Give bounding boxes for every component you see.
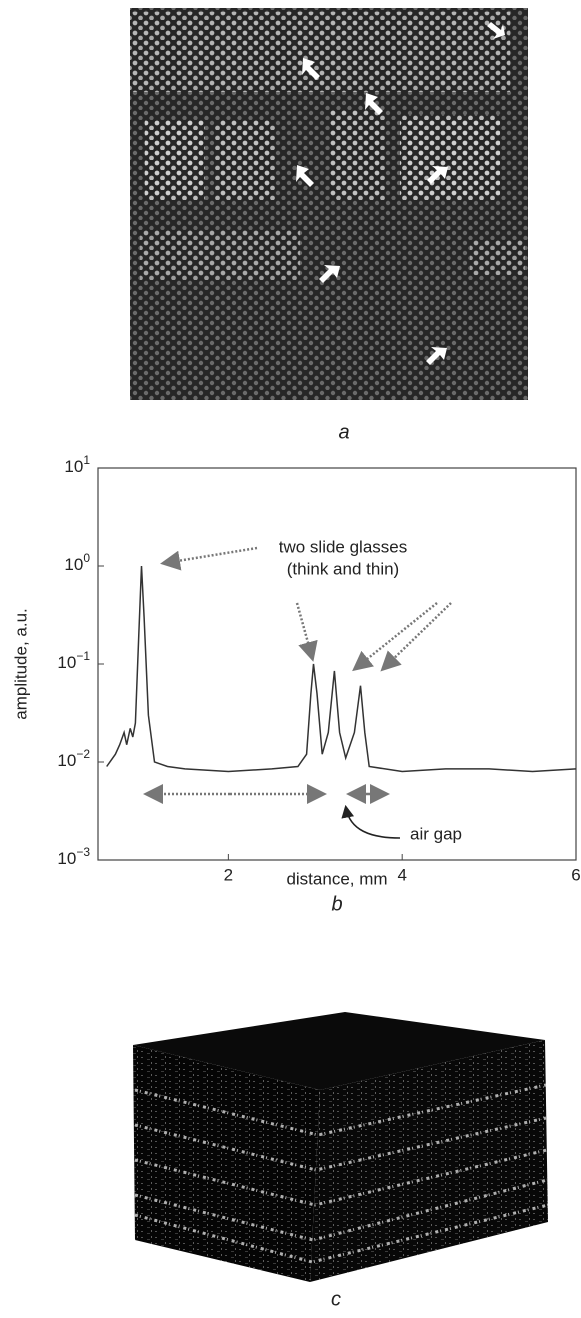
- y-tick-label: 10−1: [57, 649, 90, 672]
- annotation-arrows: [143, 546, 452, 804]
- y-tick-label: 10−2: [57, 747, 90, 770]
- x-tick-label: 6: [571, 865, 580, 884]
- line-chart: two slide glasses (think and thin) air g…: [11, 453, 580, 888]
- annotation: two slide glasses: [279, 537, 408, 556]
- panel-a-image: [130, 8, 528, 400]
- air-gap-arrow: [341, 804, 401, 839]
- panel-label: a: [338, 421, 349, 443]
- x-tick-label: 2: [224, 865, 233, 884]
- x-tick-label: 4: [397, 865, 406, 884]
- y-tick-label: 101: [64, 453, 90, 476]
- annotation: (think and thin): [287, 559, 399, 578]
- y-axis-label: amplitude, a.u.: [11, 608, 30, 720]
- annotation: air gap: [410, 824, 462, 843]
- plot-frame: [97, 467, 577, 861]
- x-axis-label: distance, mm: [286, 869, 387, 888]
- panel-label: b: [331, 893, 342, 915]
- panel-c-volume: [133, 1012, 549, 1282]
- y-tick-label: 100: [64, 551, 90, 574]
- panel-label: c: [331, 1288, 341, 1310]
- data-line: [106, 565, 577, 773]
- y-tick-label: 10−3: [57, 845, 90, 868]
